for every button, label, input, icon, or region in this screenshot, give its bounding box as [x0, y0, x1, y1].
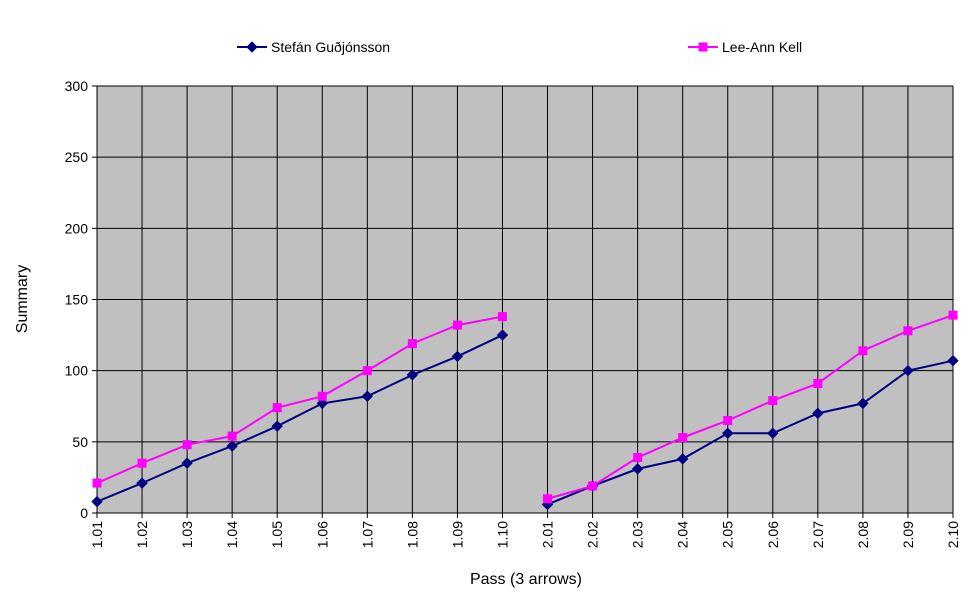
data-point [406, 369, 419, 381]
x-tick-label: 1.02 [134, 521, 150, 548]
data-point [947, 354, 959, 367]
data-point [361, 390, 374, 402]
x-tick-label: 2.01 [540, 521, 556, 548]
data-point [452, 320, 462, 330]
legend-label: Lee-Ann Kell [722, 39, 802, 55]
x-tick-label: 2.02 [585, 521, 601, 548]
data-point [676, 453, 689, 465]
series-line [96, 334, 503, 503]
data-point [948, 310, 958, 320]
series-line [547, 314, 954, 500]
y-tick-label: 0 [80, 505, 88, 521]
series-2 [92, 310, 958, 504]
data-point [857, 397, 869, 410]
data-point [227, 431, 237, 441]
y-tick-label: 250 [65, 149, 89, 165]
data-point [182, 440, 192, 450]
data-point [813, 378, 823, 388]
x-tick-label: 2.03 [630, 521, 646, 548]
data-point [631, 463, 644, 475]
y-tick-label: 200 [65, 220, 89, 236]
legend-label: Stefán Guðjónsson [271, 39, 390, 55]
x-tick-label: 1.06 [314, 521, 330, 548]
series-line [547, 359, 954, 506]
y-tick-label: 50 [72, 434, 88, 450]
x-tick-label: 2.10 [945, 521, 961, 548]
data-point [722, 427, 734, 440]
legend-item: Lee-Ann Kell [688, 39, 802, 55]
series-group [91, 310, 959, 511]
data-point [272, 403, 282, 413]
legend: Stefán Guðjónsson Lee-Ann Kell [237, 39, 802, 55]
data-point [92, 478, 102, 488]
data-point [137, 458, 147, 468]
data-point [226, 440, 238, 452]
y-tick-label: 100 [65, 363, 89, 379]
series-line [96, 315, 503, 485]
data-point [812, 407, 824, 420]
x-tick-label: 2.07 [810, 521, 826, 548]
data-point [902, 364, 914, 377]
data-point [903, 326, 913, 336]
axes [92, 85, 954, 518]
data-point [271, 420, 283, 432]
data-point [317, 391, 327, 401]
x-tick-label: 1.04 [224, 521, 240, 548]
x-tick-label: 1.08 [404, 521, 420, 548]
data-point [407, 339, 417, 349]
x-tick-label: 2.05 [720, 521, 736, 548]
data-point [633, 452, 643, 462]
x-tick-labels: 1.01 1.02 1.03 1.04 1.05 1.06 1.07 1.08 1.09 1.10… [89, 521, 961, 548]
data-point [181, 457, 193, 469]
data-point [858, 346, 868, 356]
x-tick-label: 1.09 [449, 521, 465, 548]
data-point [316, 397, 328, 410]
data-point [768, 396, 778, 406]
data-point [497, 312, 507, 322]
y-tick-labels: 0 50 100 150 200 250 300 [65, 78, 89, 521]
x-tick-label: 2.06 [765, 521, 781, 548]
data-point [496, 329, 509, 341]
data-point [136, 477, 148, 489]
data-point [723, 415, 733, 425]
data-point [543, 494, 553, 504]
y-tick-label: 300 [65, 78, 89, 94]
data-point [91, 495, 103, 508]
data-point [246, 41, 258, 53]
y-axis-label: Summary [14, 265, 31, 333]
legend-item: Stefán Guðjónsson [237, 39, 390, 55]
y-tick-label: 150 [65, 292, 89, 308]
data-point [698, 42, 708, 52]
x-tick-label: 2.08 [855, 521, 871, 548]
data-point [451, 350, 464, 363]
x-tick-label: 1.03 [179, 521, 195, 548]
x-tick-label: 2.09 [900, 521, 916, 548]
x-axis-label: Pass (3 arrows) [470, 571, 582, 588]
x-tick-label: 1.10 [494, 521, 510, 548]
data-point [767, 427, 779, 440]
x-tick-label: 1.05 [269, 521, 285, 548]
data-point [588, 481, 598, 491]
data-point [678, 433, 688, 443]
x-tick-label: 2.04 [675, 521, 691, 548]
data-point [362, 366, 372, 376]
x-tick-label: 1.01 [89, 521, 105, 548]
x-tick-label: 1.07 [359, 521, 375, 548]
